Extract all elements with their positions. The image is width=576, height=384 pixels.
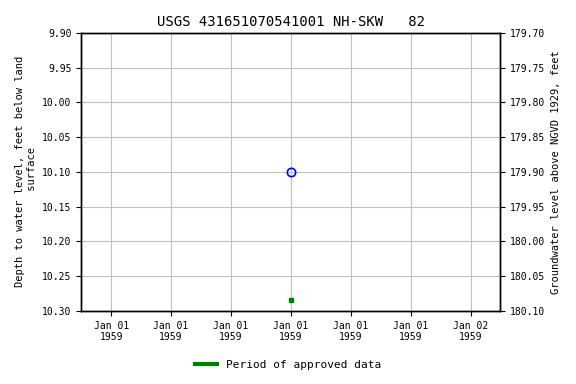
Title: USGS 431651070541001 NH-SKW   82: USGS 431651070541001 NH-SKW 82 (157, 15, 425, 29)
Y-axis label: Groundwater level above NGVD 1929, feet: Groundwater level above NGVD 1929, feet (551, 50, 561, 294)
Y-axis label: Depth to water level, feet below land
 surface: Depth to water level, feet below land su… (15, 56, 37, 288)
Legend: Period of approved data: Period of approved data (191, 356, 385, 375)
